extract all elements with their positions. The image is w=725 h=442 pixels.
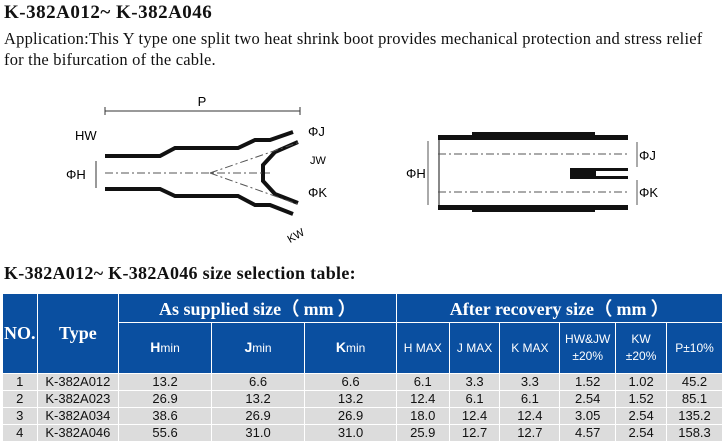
label-p: P <box>198 94 207 109</box>
table-cell: 2.54 <box>559 390 617 408</box>
table-cell: 13.2 <box>118 373 212 391</box>
table-cell: K-382A012 <box>36 373 120 391</box>
table-cell: 12.4 <box>395 390 450 408</box>
table-cell: 85.1 <box>666 390 723 408</box>
label-kw: KW <box>285 226 307 246</box>
table-cell: 55.6 <box>118 424 212 442</box>
header-no: NO. <box>2 293 38 374</box>
table-cell: 26.9 <box>118 390 212 408</box>
label-k: ΦK <box>308 185 327 200</box>
table-cell: 158.3 <box>666 424 723 442</box>
label-h2: ΦH <box>406 166 426 181</box>
y-boot-diagram: P HW ΦH ΦJ JW ΦK KW <box>66 94 327 246</box>
table-cell: 1.52 <box>559 373 617 391</box>
application-text: Application:This Y type one split two he… <box>4 29 703 69</box>
table-cell: 1.52 <box>615 390 668 408</box>
table-cell: 6.1 <box>395 373 450 391</box>
size-table: NO. Type As supplied size（ mm ） After re… <box>2 293 724 442</box>
header-jmin: Jmin <box>210 322 306 374</box>
table-cell: 6.1 <box>448 390 501 408</box>
table-cell: 13.2 <box>304 390 397 408</box>
table-cell: 12.4 <box>499 407 561 425</box>
table-cell: 2 <box>2 390 38 408</box>
header-supplied: As supplied size（ mm ） <box>118 293 397 323</box>
table-cell: 25.9 <box>395 424 450 442</box>
table-cell: 3.3 <box>499 373 561 391</box>
table-title: K-382A012~ K-382A046 size selection tabl… <box>4 263 356 283</box>
table-cell: 12.4 <box>448 407 501 425</box>
table-cell: 13.2 <box>210 390 306 408</box>
header-hmin: Hmin <box>118 322 212 374</box>
table-row: 3 K-382A034 38.6 26.9 26.9 18.0 12.4 12.4 3.05 2.… <box>2 407 723 425</box>
table-cell: 3 <box>2 407 38 425</box>
table-cell: 1 <box>2 373 38 391</box>
header-kw: KW ±20% <box>615 322 668 374</box>
header-type: Type <box>36 293 120 374</box>
table-cell: 135.2 <box>666 407 723 425</box>
label-k2: ΦK <box>639 185 658 200</box>
header-jmax: J MAX <box>448 322 501 374</box>
table-cell: K-382A034 <box>36 407 120 425</box>
split-boot-diagram: ΦH ΦJ ΦK <box>406 132 658 212</box>
table-cell: 3.05 <box>559 407 617 425</box>
table-cell: 1.02 <box>615 373 668 391</box>
table-cell: 26.9 <box>304 407 397 425</box>
table-cell: 3.3 <box>448 373 501 391</box>
table-cell: 18.0 <box>395 407 450 425</box>
label-jw: JW <box>310 155 327 167</box>
label-j: ΦJ <box>308 124 325 139</box>
label-h: ΦH <box>66 167 86 182</box>
table-cell: 2.54 <box>615 407 668 425</box>
table-cell: 31.0 <box>304 424 397 442</box>
table-cell: 6.6 <box>304 373 397 391</box>
header-recovery: After recovery size（ mm ） <box>395 293 724 323</box>
table-cell: 4.57 <box>559 424 617 442</box>
table-cell: 4 <box>2 424 38 442</box>
table-row: 4 K-382A046 55.6 31.0 31.0 25.9 12.7 12.7 4.57 2.… <box>2 424 723 442</box>
header-hmax: H MAX <box>395 322 450 374</box>
table-cell: 45.2 <box>666 373 723 391</box>
table-cell: 6.6 <box>210 373 306 391</box>
table-row: 1 K-382A012 13.2 6.6 6.6 6.1 3.3 3.3 1.52 1.02 45.… <box>2 373 723 391</box>
header-hwjw: HW&JW ±20% <box>559 322 617 374</box>
table-cell: 38.6 <box>118 407 212 425</box>
header-p: P±10% <box>666 322 723 374</box>
table-cell: 31.0 <box>210 424 306 442</box>
header-kmax: K MAX <box>499 322 561 374</box>
table-cell: 26.9 <box>210 407 306 425</box>
table-cell: K-382A023 <box>36 390 120 408</box>
label-j2: ΦJ <box>639 148 656 163</box>
page-title: K-382A012~ K-382A046 <box>4 2 213 23</box>
label-hw: HW <box>75 128 97 143</box>
table-cell: 2.54 <box>615 424 668 442</box>
header-kmin: Kmin <box>304 322 397 374</box>
table-cell: K-382A046 <box>36 424 120 442</box>
table-cell: 6.1 <box>499 390 561 408</box>
table-row: 2 K-382A023 26.9 13.2 13.2 12.4 6.1 6.1 2.54 1.52… <box>2 390 723 408</box>
table-cell: 12.7 <box>448 424 501 442</box>
table-cell: 12.7 <box>499 424 561 442</box>
